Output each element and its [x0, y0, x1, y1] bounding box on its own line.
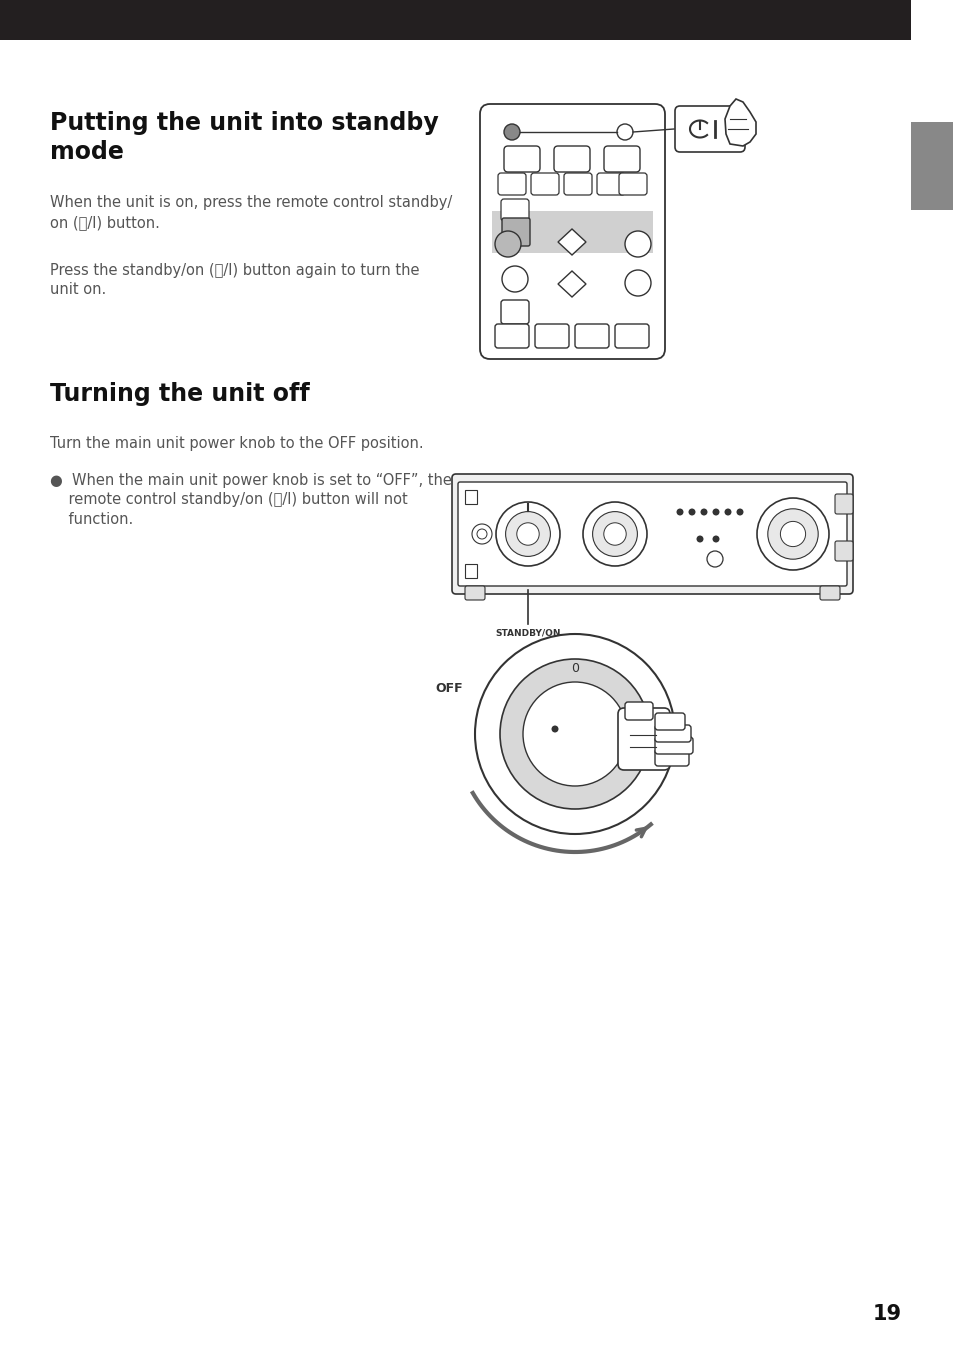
- FancyBboxPatch shape: [820, 586, 840, 600]
- Circle shape: [712, 535, 719, 543]
- FancyBboxPatch shape: [503, 146, 539, 172]
- FancyBboxPatch shape: [624, 701, 652, 720]
- Circle shape: [495, 232, 520, 257]
- Circle shape: [624, 269, 650, 297]
- FancyBboxPatch shape: [655, 724, 690, 742]
- Circle shape: [757, 498, 828, 570]
- FancyBboxPatch shape: [603, 146, 639, 172]
- Circle shape: [676, 509, 682, 516]
- FancyBboxPatch shape: [501, 218, 530, 246]
- Text: 0: 0: [571, 662, 578, 676]
- Polygon shape: [558, 271, 585, 297]
- Circle shape: [551, 726, 558, 733]
- Circle shape: [780, 521, 804, 547]
- Text: When the unit is on, press the remote control standby/
on (⏻/I) button.: When the unit is on, press the remote co…: [50, 195, 452, 230]
- FancyBboxPatch shape: [464, 490, 476, 504]
- Circle shape: [712, 509, 719, 516]
- FancyBboxPatch shape: [531, 173, 558, 195]
- FancyBboxPatch shape: [500, 301, 529, 324]
- Bar: [0, 0, 910, 41]
- Circle shape: [505, 512, 550, 556]
- FancyBboxPatch shape: [563, 173, 592, 195]
- FancyBboxPatch shape: [834, 542, 852, 561]
- FancyBboxPatch shape: [675, 106, 744, 152]
- Bar: [910, 122, 953, 210]
- FancyBboxPatch shape: [655, 749, 688, 766]
- FancyBboxPatch shape: [618, 708, 669, 770]
- FancyBboxPatch shape: [535, 324, 568, 348]
- FancyBboxPatch shape: [497, 173, 525, 195]
- FancyBboxPatch shape: [655, 714, 684, 730]
- FancyBboxPatch shape: [615, 324, 648, 348]
- FancyBboxPatch shape: [452, 474, 852, 594]
- FancyBboxPatch shape: [457, 482, 846, 586]
- Circle shape: [736, 509, 742, 516]
- Circle shape: [501, 265, 527, 292]
- Text: OFF: OFF: [435, 682, 462, 696]
- Circle shape: [700, 509, 707, 516]
- Polygon shape: [558, 229, 585, 255]
- FancyBboxPatch shape: [479, 104, 664, 359]
- FancyBboxPatch shape: [554, 146, 589, 172]
- FancyBboxPatch shape: [464, 586, 484, 600]
- FancyBboxPatch shape: [655, 737, 692, 754]
- Circle shape: [476, 529, 486, 539]
- Circle shape: [582, 502, 646, 566]
- Circle shape: [517, 523, 538, 546]
- FancyBboxPatch shape: [834, 494, 852, 515]
- Text: ●  When the main unit power knob is set to “OFF”, the
    remote control standby: ● When the main unit power knob is set t…: [50, 473, 451, 527]
- FancyBboxPatch shape: [495, 324, 529, 348]
- Text: Press the standby/on (⏻/I) button again to turn the
unit on.: Press the standby/on (⏻/I) button again …: [50, 263, 418, 298]
- Circle shape: [706, 551, 722, 567]
- Circle shape: [475, 634, 675, 834]
- FancyBboxPatch shape: [618, 173, 646, 195]
- Circle shape: [472, 524, 492, 544]
- Text: 19: 19: [872, 1304, 901, 1324]
- FancyBboxPatch shape: [575, 324, 608, 348]
- Circle shape: [767, 509, 818, 559]
- Circle shape: [624, 232, 650, 257]
- Circle shape: [723, 509, 731, 516]
- Text: Putting the unit into standby
mode: Putting the unit into standby mode: [50, 111, 437, 164]
- Text: Turn the main unit power knob to the OFF position.: Turn the main unit power knob to the OFF…: [50, 436, 423, 451]
- Circle shape: [503, 125, 519, 139]
- Circle shape: [617, 125, 633, 139]
- Circle shape: [499, 659, 649, 808]
- FancyBboxPatch shape: [500, 199, 529, 221]
- Circle shape: [522, 682, 626, 787]
- Text: Turning the unit off: Turning the unit off: [50, 382, 309, 406]
- FancyBboxPatch shape: [464, 565, 476, 578]
- Circle shape: [696, 535, 702, 543]
- Circle shape: [592, 512, 637, 556]
- Circle shape: [496, 502, 559, 566]
- Bar: [492, 211, 652, 253]
- FancyBboxPatch shape: [597, 173, 624, 195]
- Circle shape: [688, 509, 695, 516]
- Text: STANDBY/ON: STANDBY/ON: [495, 628, 560, 636]
- Polygon shape: [724, 99, 755, 146]
- Circle shape: [603, 523, 625, 546]
